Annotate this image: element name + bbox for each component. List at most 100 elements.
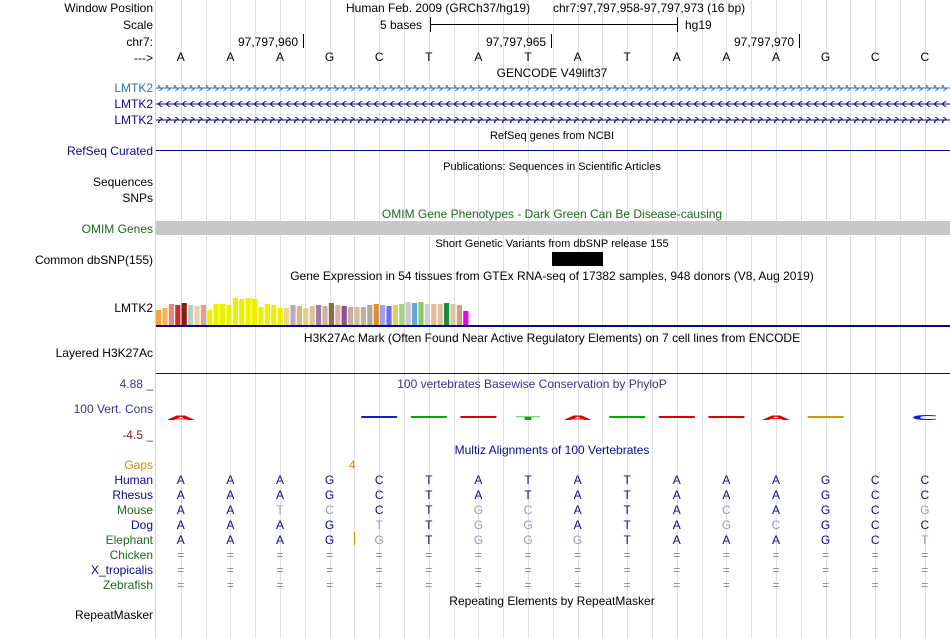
conservation-letter[interactable]: C <box>911 414 938 422</box>
gtex-tissue-bar[interactable] <box>258 307 264 325</box>
gtex-tissue-bar[interactable] <box>335 305 341 325</box>
multiz-track-title[interactable]: Multiz Alignments of 100 Vertebrates <box>454 443 650 457</box>
species-label[interactable]: X_tropicalis <box>90 563 153 577</box>
conservation-letter[interactable]: A <box>167 414 196 422</box>
species-label[interactable]: Mouse <box>116 503 153 517</box>
gtex-tissue-bar[interactable] <box>316 305 322 325</box>
publications-snps-label[interactable]: SNPs <box>122 191 153 205</box>
species-label[interactable]: Zebrafish <box>102 578 153 592</box>
gtex-tissue-bar[interactable] <box>437 304 443 325</box>
conservation-letter-bar[interactable] <box>410 416 447 418</box>
gtex-bar-graph[interactable] <box>156 284 950 329</box>
gtex-tissue-bar[interactable] <box>380 305 386 325</box>
gtex-tissue-bar[interactable] <box>348 307 354 325</box>
gtex-tissue-bar[interactable] <box>303 308 309 325</box>
gtex-tissue-bar[interactable] <box>207 310 213 325</box>
gtex-tissue-bar[interactable] <box>412 303 418 325</box>
gtex-tissue-bar[interactable] <box>444 303 450 325</box>
gtex-tissue-bar[interactable] <box>463 311 469 325</box>
gtex-tissue-bar[interactable] <box>399 304 405 325</box>
gtex-tissue-bar[interactable] <box>450 304 456 325</box>
gtex-tissue-bar[interactable] <box>424 304 430 325</box>
gtex-tissue-bar[interactable] <box>296 306 302 325</box>
gtex-tissue-bar[interactable] <box>386 306 392 325</box>
refseq-track-title[interactable]: RefSeq genes from NCBI <box>489 130 615 142</box>
conservation-letter-bar[interactable] <box>658 416 695 418</box>
gtex-tissue-bar[interactable] <box>156 310 162 325</box>
omim-feature[interactable] <box>156 221 950 235</box>
gtex-tissue-bar[interactable] <box>175 305 181 325</box>
gtex-tissue-bar[interactable] <box>367 305 373 325</box>
gtex-tissue-bar[interactable] <box>264 304 270 325</box>
conservation-letter-bar[interactable] <box>609 416 646 418</box>
gtex-tissue-bar[interactable] <box>245 298 251 325</box>
conservation-letter-bar[interactable] <box>361 416 398 418</box>
species-label[interactable]: Rhesus <box>112 488 153 502</box>
conservation-letter-bar[interactable] <box>708 416 745 418</box>
conservation-letter[interactable]: T <box>516 416 541 421</box>
gtex-tissue-bar[interactable] <box>252 299 258 325</box>
gtex-tissue-bar[interactable] <box>418 302 424 325</box>
gtex-tissue-bar[interactable] <box>392 305 398 325</box>
refseq-feature[interactable] <box>156 150 950 151</box>
gtex-tissue-bar[interactable] <box>232 298 238 325</box>
gaps-label[interactable]: Gaps <box>124 458 153 472</box>
publications-sequences-label[interactable]: Sequences <box>92 175 153 189</box>
conservation-track-title[interactable]: 100 vertebrates Basewise Conservation by… <box>397 377 667 391</box>
gtex-tissue-bar[interactable] <box>220 304 226 325</box>
conservation-letter[interactable]: A <box>564 414 593 422</box>
gtex-tissue-bar[interactable] <box>168 304 174 325</box>
gencode-track-title[interactable]: GENCODE V49lift37 <box>496 66 608 80</box>
species-label[interactable]: Chicken <box>109 548 153 562</box>
repeatmasker-track-title[interactable]: Repeating Elements by RepeatMasker <box>449 594 655 608</box>
gtex-tissue-bar[interactable] <box>328 303 334 325</box>
h3k27ac-label[interactable]: Layered H3K27Ac <box>55 346 153 360</box>
gtex-tissue-bar[interactable] <box>181 303 187 325</box>
gencode-features[interactable] <box>156 80 950 128</box>
gtex-tissue-bar[interactable] <box>271 305 277 325</box>
dbsnp-label[interactable]: Common dbSNP(155) <box>34 253 153 267</box>
gencode-label-3[interactable]: LMTK2 <box>114 113 153 127</box>
omim-track-title[interactable]: OMIM Gene Phenotypes - Dark Green Can Be… <box>381 207 723 221</box>
gtex-track-title[interactable]: Gene Expression in 54 tissues from GTEx … <box>290 269 814 283</box>
gtex-tissue-bar[interactable] <box>194 306 200 325</box>
conservation-letter-bar[interactable] <box>460 416 497 418</box>
gtex-label[interactable]: LMTK2 <box>114 301 153 315</box>
gtex-tissue-bar[interactable] <box>277 308 283 325</box>
gtex-tissue-bar[interactable] <box>354 307 360 325</box>
gtex-tissue-bar[interactable] <box>360 307 366 325</box>
gtex-tissue-bar[interactable] <box>309 306 315 325</box>
gtex-tissue-bar[interactable] <box>322 306 328 325</box>
omim-label[interactable]: OMIM Genes <box>81 222 153 236</box>
gencode-label-2[interactable]: LMTK2 <box>114 97 153 111</box>
gtex-tissue-bar[interactable] <box>213 304 219 325</box>
species-label[interactable]: Elephant <box>105 533 153 547</box>
species-label[interactable]: Human <box>114 473 153 487</box>
position-text[interactable]: chr7:97,797,958-97,797,973 (16 bp) <box>553 1 746 15</box>
gtex-tissue-bar[interactable] <box>341 306 347 325</box>
refseq-label[interactable]: RefSeq Curated <box>66 144 153 158</box>
gtex-tissue-bar[interactable] <box>290 305 296 325</box>
dbsnp-track-title[interactable]: Short Genetic Variants from dbSNP releas… <box>435 238 669 250</box>
gap-count[interactable]: 4 <box>349 458 356 472</box>
conservation-label[interactable]: 100 Vert. Cons <box>73 402 153 416</box>
gtex-tissue-bar[interactable] <box>162 308 168 325</box>
h3k27ac-track-title[interactable]: H3K27Ac Mark (Often Found Near Active Re… <box>303 331 801 345</box>
gtex-tissue-bar[interactable] <box>456 305 462 325</box>
repeatmasker-label[interactable]: RepeatMasker <box>74 608 153 622</box>
dbsnp-variant[interactable] <box>552 252 603 266</box>
conservation-letter-bar[interactable] <box>807 416 844 418</box>
gtex-tissue-bar[interactable] <box>373 304 379 325</box>
gtex-tissue-bar[interactable] <box>226 305 232 325</box>
gtex-tissue-bar[interactable] <box>405 302 411 325</box>
publications-track-title[interactable]: Publications: Sequences in Scientific Ar… <box>443 161 661 173</box>
gencode-label-1[interactable]: LMTK2 <box>114 81 153 95</box>
species-label[interactable]: Dog <box>130 518 153 532</box>
gtex-tissue-bar[interactable] <box>431 304 437 325</box>
conservation-letter[interactable]: A <box>762 414 791 421</box>
gtex-tissue-bar[interactable] <box>284 308 290 325</box>
gtex-tissue-bar[interactable] <box>200 305 206 325</box>
gtex-tissue-bar[interactable] <box>239 299 245 325</box>
gtex-tissue-bar[interactable] <box>188 305 194 325</box>
